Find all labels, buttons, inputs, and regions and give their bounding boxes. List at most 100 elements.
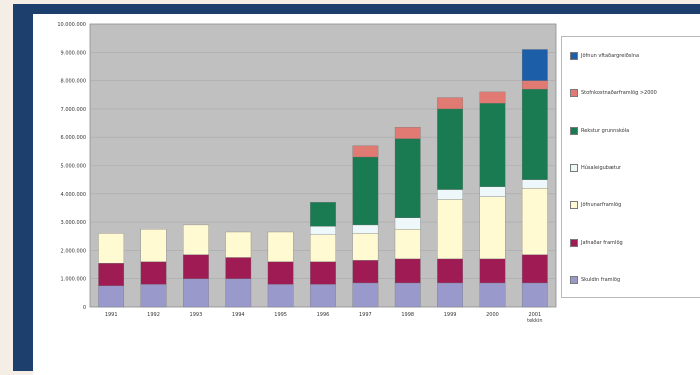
bar-segment: [267, 284, 294, 308]
y-tick-label: 8.000.000: [61, 79, 86, 85]
bar-segment: [140, 229, 167, 262]
legend-swatch: [570, 276, 578, 285]
x-tick-label: 2000: [486, 312, 499, 318]
bar-segment: [98, 233, 125, 264]
bar-segment: [98, 285, 125, 308]
legend-label: Rekstur grunnskóla: [581, 127, 630, 134]
y-tick-label: 5.000.000: [61, 164, 86, 170]
bars: [98, 49, 548, 308]
legend-swatch: [570, 126, 578, 135]
legend-item: Jöfnunarframlög: [570, 199, 621, 211]
bar-segment: [437, 282, 463, 308]
bar-segment: [521, 187, 548, 255]
bar-segment: [183, 278, 209, 308]
bar-segment: [140, 261, 167, 285]
bar-segment: [98, 262, 125, 286]
bar-segment: [352, 224, 379, 234]
bar-segment: [437, 189, 463, 200]
bar-segment: [521, 282, 548, 308]
y-tick-label: 4.000.000: [61, 192, 86, 198]
y-tick-label: 7.000.000: [61, 107, 86, 113]
bar-segment: [394, 138, 421, 219]
bar-segment: [479, 258, 506, 284]
legend: Jöfnun vftaðargreiðslna Stofnkostnaðarfra…: [561, 36, 700, 298]
bar-segment: [310, 261, 336, 285]
legend-item: Skuldin framlög: [570, 274, 620, 286]
bar-segment: [394, 282, 421, 308]
bar-segment: [437, 258, 463, 284]
bar-segment: [183, 254, 209, 279]
legend-item: Jafnaðar framlög: [570, 237, 623, 249]
bar-segment: [479, 103, 506, 187]
legend-label: Stofnkostnaðarframlög >2000: [581, 90, 657, 97]
legend-label: Húsaleigubætur: [581, 165, 622, 171]
bar-segment: [267, 261, 294, 285]
x-tick-label: tekkin: [527, 318, 542, 324]
grid-lines: [90, 51, 556, 280]
legend-label: Skuldin framlög: [581, 277, 621, 284]
legend-item: Húsaleigubætur: [570, 162, 621, 174]
legend-swatch: [570, 164, 578, 172]
bar-segment: [225, 278, 252, 308]
bar-segment: [225, 257, 252, 279]
legend-swatch: [570, 201, 578, 210]
bar-segment: [521, 49, 548, 81]
bar-segment: [140, 284, 167, 308]
bar-segment: [394, 229, 421, 260]
legend-swatch: [570, 51, 578, 60]
bar-segment: [437, 199, 463, 260]
y-tick-label: 6.000.000: [61, 135, 86, 141]
bar-segment: [310, 226, 336, 235]
y-tick-label: 0: [83, 305, 86, 311]
bar-segment: [352, 156, 379, 226]
x-tick-label: 1993: [190, 312, 203, 318]
y-tick-label: 10.000.000: [57, 22, 86, 28]
bar-segment: [310, 234, 336, 262]
legend-label: Jöfnunarframlög: [581, 202, 622, 209]
bar-segment: [394, 127, 421, 139]
bar-segment: [479, 91, 506, 104]
bar-segment: [521, 179, 548, 189]
bar-segment: [521, 80, 548, 90]
legend-item: Stofnkostnaðarframlög >2000: [570, 87, 657, 99]
y-tick-label: 3.000.000: [61, 220, 86, 226]
legend-label: Jöfnun vftaðargreiðslna: [581, 52, 640, 59]
x-tick-label: 1996: [317, 312, 330, 318]
x-tick-label: 2001: [528, 312, 541, 318]
x-tick-label: 1991: [105, 312, 118, 318]
y-tick-label: 2.000.000: [61, 248, 86, 254]
x-tick-label: 1992: [147, 312, 160, 318]
x-axis-ticks: 1991 1992 1993 1994 1995 1996 1997 1998 1999 2000…: [105, 312, 543, 324]
y-tick-label: 9.000.000: [61, 50, 86, 56]
bar-segment: [267, 231, 294, 262]
bar-segment: [352, 260, 379, 284]
bar-segment: [225, 231, 252, 258]
bar-segment: [352, 282, 379, 308]
x-tick-label: 1998: [401, 312, 414, 318]
x-tick-label: 1999: [444, 312, 457, 318]
legend-label: Jafnaðar framlög: [581, 239, 623, 246]
bar-segment: [352, 233, 379, 261]
bar-segment: [183, 224, 209, 255]
bar-segment: [521, 88, 548, 180]
legend-swatch: [570, 238, 578, 247]
bar-segment: [394, 258, 421, 284]
bar-segment: [479, 196, 506, 260]
y-tick-label: 1.000.000: [61, 277, 86, 283]
bar-segment: [479, 186, 506, 197]
bar-segment: [394, 217, 421, 230]
bar-segment: [310, 284, 336, 308]
chart-frame: 0 1.000.000 2.000.000 3.000.000 4.000.000 5.0…: [13, 4, 700, 375]
chart-canvas: 0 1.000.000 2.000.000 3.000.000 4.000.000 5.0…: [57, 22, 557, 324]
chart-card: 0 1.000.000 2.000.000 3.000.000 4.000.000 5.0…: [33, 14, 700, 375]
bar-segment: [352, 145, 379, 158]
bar-segment: [310, 202, 336, 227]
bar-segment: [437, 108, 463, 190]
x-tick-label: 1995: [274, 312, 287, 318]
x-tick-label: 1994: [232, 312, 245, 318]
bar-segment: [521, 254, 548, 284]
legend-swatch: [570, 89, 578, 98]
x-tick-label: 1997: [359, 312, 372, 318]
bar-segment: [437, 97, 463, 110]
legend-item: Jöfnun vftaðargreiðslna: [570, 50, 639, 62]
